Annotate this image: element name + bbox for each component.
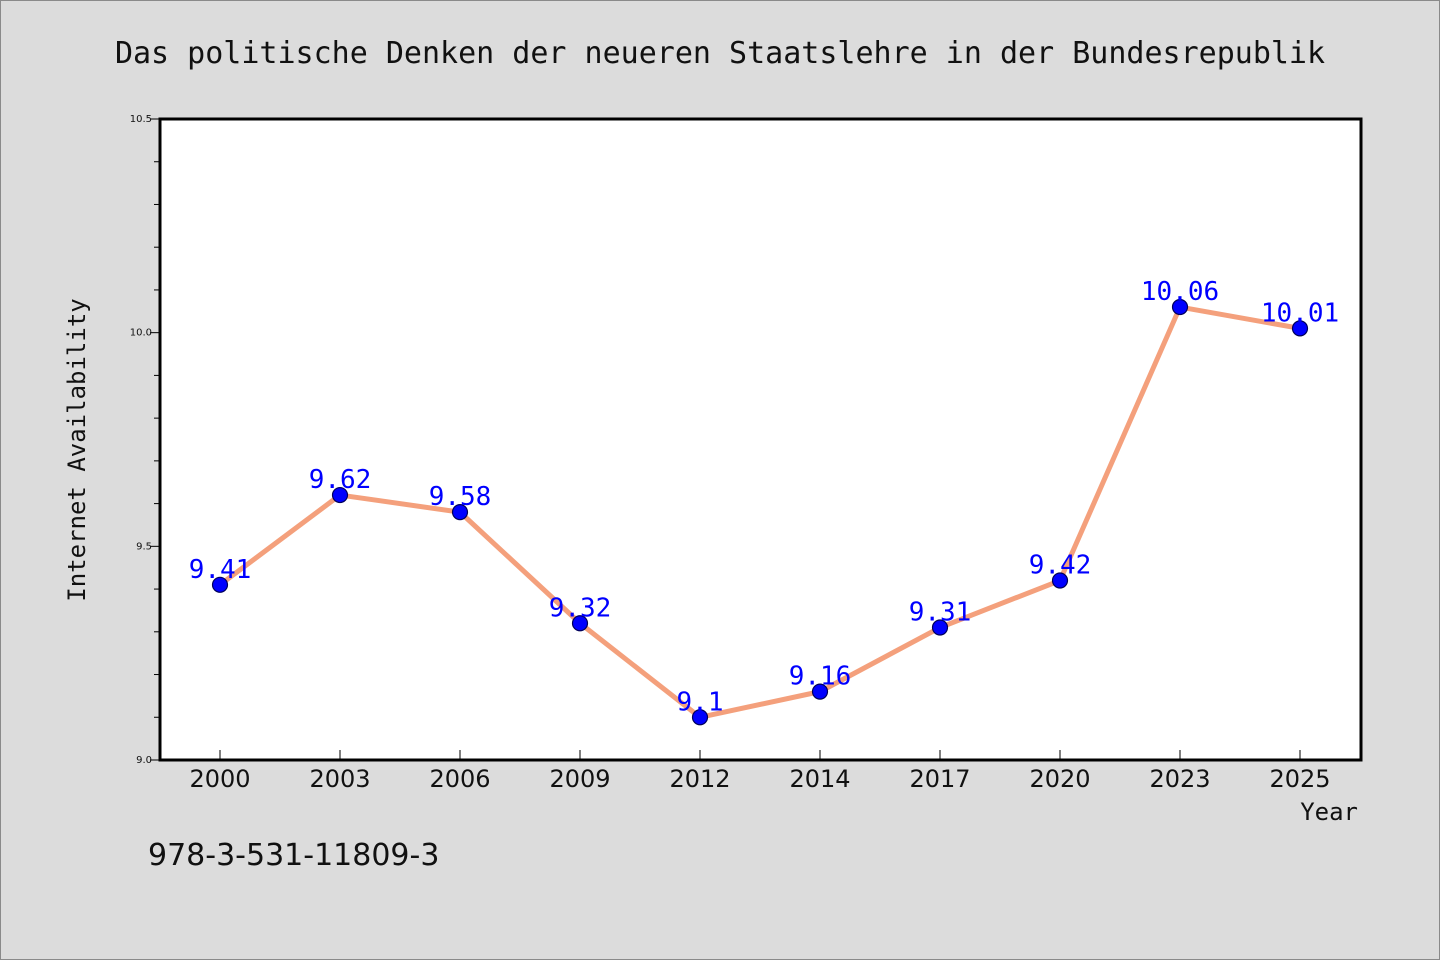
- y-axis: 9.0 9.5 10.0 10.5: [130, 114, 160, 766]
- plot-area: [158, 117, 1363, 762]
- data-label: 9.62: [309, 465, 372, 495]
- x-tick-label: 2000: [189, 765, 250, 793]
- data-label: 10.06: [1141, 277, 1219, 307]
- data-point: [571, 615, 589, 632]
- x-tick-label: 2014: [789, 765, 850, 793]
- data-point: [1291, 320, 1309, 337]
- x-tick-label: 2012: [669, 765, 730, 793]
- x-tick-label: 2009: [549, 765, 610, 793]
- data-label: 9.1: [677, 687, 724, 717]
- x-tick-label: 2020: [1029, 765, 1090, 793]
- x-tick-label: 2006: [429, 765, 490, 793]
- x-tick-label: 2023: [1149, 765, 1210, 793]
- data-point: [1171, 298, 1189, 316]
- data-label: 9.41: [189, 555, 252, 585]
- y-tick-label: 10.5: [130, 114, 152, 125]
- x-axis: 2000 2003 2006 2009 2012 2014 2017 2020 2023 2025: [189, 750, 1331, 793]
- data-point: [931, 619, 949, 636]
- x-axis-label: Year: [1300, 798, 1358, 826]
- data-point: [691, 709, 709, 726]
- data-point: [211, 576, 229, 593]
- series-line: [217, 304, 1303, 720]
- y-tick-label: 9.0: [136, 755, 152, 766]
- data-label: 9.32: [549, 593, 612, 623]
- data-point: [331, 486, 349, 504]
- data-point: [451, 504, 469, 521]
- x-tick-label: 2025: [1269, 765, 1330, 793]
- data-label: 9.58: [429, 482, 492, 512]
- y-tick-label: 9.5: [136, 541, 152, 552]
- data-label: 9.16: [789, 662, 852, 692]
- data-label: 9.31: [909, 598, 972, 628]
- x-tick-label: 2017: [909, 765, 970, 793]
- y-axis-label: Internet Availability: [63, 298, 91, 601]
- data-label: 10.01: [1261, 298, 1339, 328]
- isbn-footer: 978-3-531-11809-3: [148, 838, 439, 873]
- y-tick-label: 10.0: [130, 328, 152, 339]
- data-point: [811, 683, 829, 700]
- x-tick-label: 2003: [309, 765, 370, 793]
- series-layer: 9.41 9.62 9.58 9.32 9.1 9.16 9.31 9.42 10.06 10.0…: [189, 277, 1339, 726]
- chart-title: Das politische Denken der neueren Staats…: [115, 36, 1325, 71]
- data-label: 9.42: [1029, 551, 1092, 581]
- data-point: [1051, 572, 1069, 589]
